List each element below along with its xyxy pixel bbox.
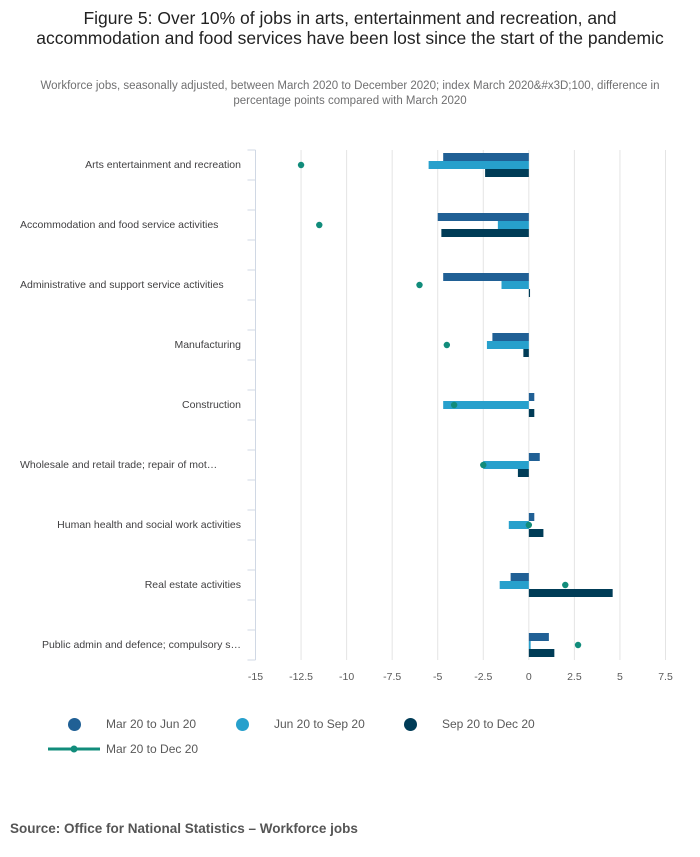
category-label: Arts entertainment and recreation bbox=[20, 145, 241, 185]
legend-swatch-jun-sep bbox=[236, 717, 249, 731]
category-label: Administrative and support service activ… bbox=[20, 265, 241, 305]
category-label: Accommodation and food service activitie… bbox=[20, 205, 241, 245]
bar-mar_jun bbox=[443, 153, 529, 161]
point-mar-dec bbox=[562, 581, 569, 589]
point-mar-dec bbox=[416, 281, 423, 289]
category-label: Human health and social work activities bbox=[20, 505, 241, 545]
x-tick-label: 7.5 bbox=[658, 671, 673, 683]
chart-subtitle: Workforce jobs, seasonally adjusted, bet… bbox=[40, 80, 660, 107]
bar-mar_jun bbox=[437, 213, 529, 221]
x-tick-label: 0 bbox=[526, 671, 532, 683]
bar-jun_sep bbox=[528, 641, 531, 649]
legend-swatch-mar-dec bbox=[48, 745, 100, 753]
bar-jun_sep bbox=[443, 401, 529, 409]
category-label-text: Arts entertainment and recreation bbox=[85, 158, 241, 171]
bar-sep_dec bbox=[528, 649, 555, 657]
bar-jun_sep bbox=[501, 281, 529, 289]
bar-mar_jun bbox=[528, 633, 549, 641]
legend-item-mar-jun[interactable]: Mar 20 to Jun 20 bbox=[68, 717, 196, 731]
bar-sep_dec bbox=[523, 349, 529, 357]
category-label-text: Accommodation and food service activitie… bbox=[20, 218, 219, 231]
legend-label-mar-jun: Mar 20 to Jun 20 bbox=[106, 717, 197, 731]
legend-swatch-mar-jun bbox=[68, 717, 81, 731]
category-label-text: Construction bbox=[182, 398, 241, 411]
category-label-text: Administrative and support service activ… bbox=[20, 278, 224, 291]
legend-swatch-sep-dec bbox=[404, 717, 417, 731]
legend-label-jun-sep: Jun 20 to Sep 20 bbox=[274, 717, 365, 731]
point-mar-dec bbox=[443, 341, 451, 349]
bar-jun_sep bbox=[499, 581, 529, 589]
legend-item-mar-dec[interactable]: Mar 20 to Dec 20 bbox=[48, 742, 198, 756]
bar-mar_jun bbox=[528, 513, 535, 521]
x-tick-label: -10 bbox=[339, 671, 354, 683]
point-mar-dec bbox=[480, 461, 487, 469]
point-mar-dec bbox=[297, 161, 305, 169]
category-label-text: Manufacturing bbox=[174, 338, 241, 351]
bar-sep_dec bbox=[485, 169, 529, 177]
x-tick-label: -2.5 bbox=[474, 671, 492, 683]
category-label: Construction bbox=[20, 385, 241, 425]
bar-jun_sep bbox=[483, 461, 529, 469]
bar-jun_sep bbox=[428, 161, 529, 169]
point-mar-dec bbox=[450, 401, 458, 409]
x-tick-label: -7.5 bbox=[383, 671, 401, 683]
bar-mar_jun bbox=[528, 393, 535, 401]
bar-chart: -15 -12.5 -10 -7.5 -5 -2.5 0 2.5 5 7.5 bbox=[247, 149, 673, 683]
x-tick-label: -15 bbox=[248, 671, 263, 683]
x-tick-label: 2.5 bbox=[567, 671, 582, 683]
bar-jun_sep bbox=[497, 221, 529, 229]
category-label-text: Human health and social work activities bbox=[57, 518, 241, 531]
x-tick-label: -5 bbox=[433, 671, 442, 683]
x-tick-label: 5 bbox=[617, 671, 623, 683]
legend-item-sep-dec[interactable]: Sep 20 to Dec 20 bbox=[404, 717, 535, 731]
x-tick-label: -12.5 bbox=[289, 671, 313, 683]
legend-label-sep-dec: Sep 20 to Dec 20 bbox=[442, 717, 535, 731]
bar-jun_sep bbox=[508, 521, 529, 529]
bar-mar_jun bbox=[528, 453, 540, 461]
bar-sep_dec bbox=[528, 409, 535, 417]
bar-mar_jun bbox=[443, 273, 529, 281]
category-label: Manufacturing bbox=[20, 325, 241, 365]
category-label-text: Real estate activities bbox=[144, 578, 241, 591]
bar-sep_dec bbox=[441, 229, 529, 237]
bar-sep_dec bbox=[528, 289, 531, 297]
bar-mar_jun bbox=[492, 333, 529, 341]
legend-label-mar-dec: Mar 20 to Dec 20 bbox=[106, 742, 199, 756]
bar-jun_sep bbox=[486, 341, 529, 349]
point-mar-dec bbox=[574, 641, 582, 649]
bar-sep_dec bbox=[528, 589, 613, 597]
category-label: Real estate activities bbox=[20, 565, 241, 605]
bar-sep_dec bbox=[528, 529, 544, 537]
bar-sep_dec bbox=[517, 469, 529, 477]
point-mar-dec bbox=[525, 521, 533, 529]
chart-title: Figure 5: Over 10% of jobs in arts, ente… bbox=[36, 8, 664, 48]
source-note: Source: Office for National Statistics –… bbox=[10, 821, 358, 836]
bar-mar_jun bbox=[510, 573, 529, 581]
point-mar-dec bbox=[316, 221, 323, 229]
legend-item-jun-sep[interactable]: Jun 20 to Sep 20 bbox=[236, 717, 365, 731]
